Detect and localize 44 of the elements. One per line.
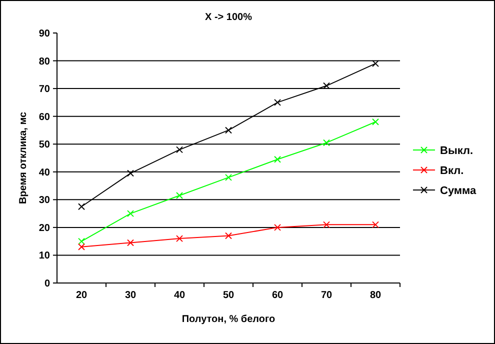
point [225, 232, 232, 240]
y-tick-label: 0 [44, 278, 50, 290]
y-tick-label: 90 [38, 28, 50, 40]
x-tick-label: 20 [76, 290, 88, 301]
point [78, 238, 85, 245]
point [323, 139, 330, 146]
point [225, 126, 232, 134]
point [78, 243, 85, 250]
point [274, 224, 281, 231]
x-axis-title: Полутон, % белого [182, 314, 276, 325]
point [323, 221, 330, 228]
y-tick-label: 80 [38, 56, 50, 68]
y-tick-label: 20 [38, 222, 50, 234]
point [372, 118, 379, 126]
x-tick-label: 40 [174, 290, 186, 301]
point [323, 82, 330, 90]
point [274, 98, 281, 106]
point [274, 156, 281, 163]
x-tick-label: 30 [124, 290, 136, 301]
y-tick-label: 30 [38, 195, 50, 206]
legend-label: Вкл. [440, 165, 464, 177]
point [127, 239, 134, 246]
point [225, 174, 232, 181]
y-tick-label: 10 [38, 250, 50, 262]
point [127, 210, 134, 218]
point [372, 221, 379, 228]
legend-label: Сумма [440, 185, 478, 197]
point [78, 203, 85, 210]
x-tick-label: 50 [222, 290, 234, 301]
x-tick-label: 80 [370, 290, 382, 301]
point [176, 235, 183, 242]
y-tick-label: 50 [38, 140, 50, 151]
legend-label: Выкл. [440, 145, 474, 157]
point [176, 192, 183, 199]
x-tick-label: 70 [320, 290, 332, 301]
y-tick-label: 60 [38, 112, 50, 123]
x-tick-label: 60 [272, 290, 284, 301]
point [127, 170, 134, 177]
chart-title: X -> 100% [205, 12, 252, 23]
point [176, 146, 183, 154]
y-axis-title: Время отклика, мс [18, 112, 29, 204]
y-tick-label: 40 [38, 167, 50, 178]
point [372, 60, 379, 68]
y-tick-label: 70 [38, 84, 50, 96]
